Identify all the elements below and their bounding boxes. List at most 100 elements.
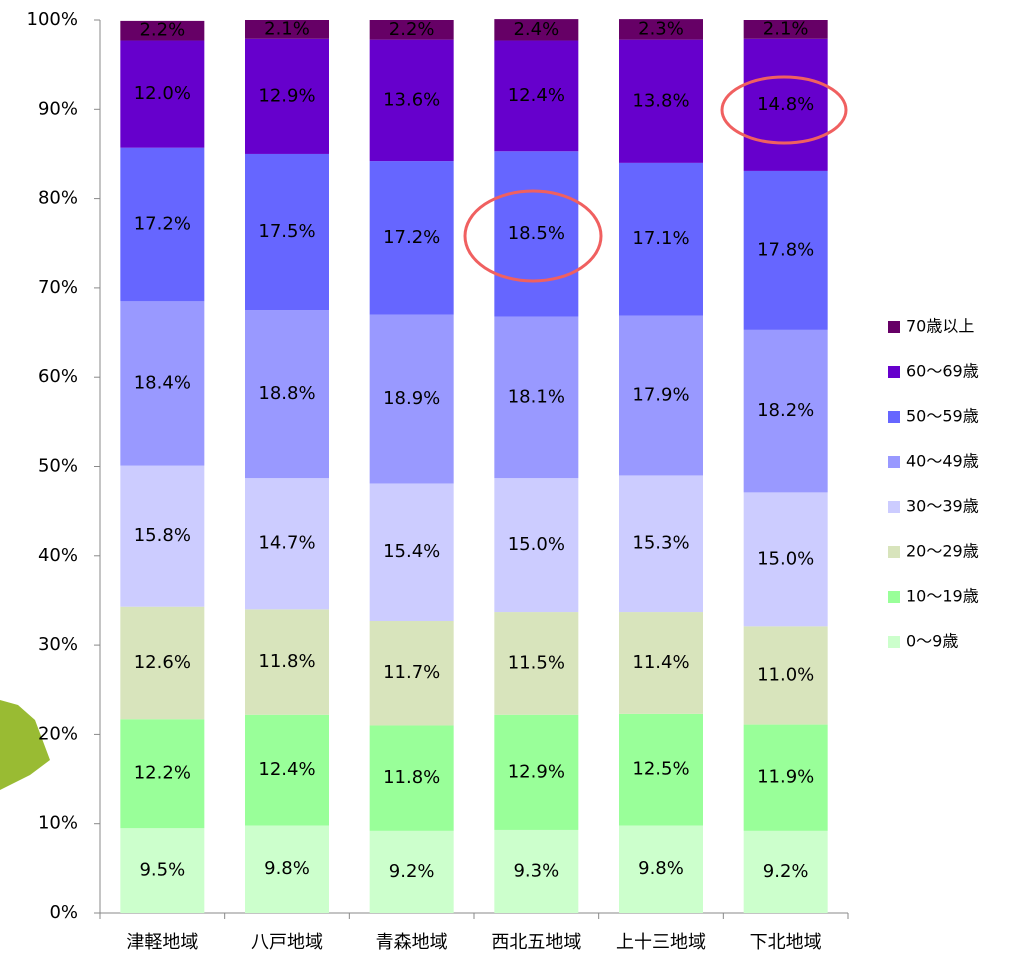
value-label: 17.1%: [632, 228, 689, 249]
bar-segment: [619, 162, 703, 316]
bar-segment: [120, 20, 205, 41]
value-label: 15.3%: [632, 533, 689, 554]
bar-segment: [494, 714, 579, 830]
legend-swatch: [888, 636, 900, 648]
value-label: 2.1%: [763, 18, 809, 39]
value-label: 11.9%: [757, 767, 814, 788]
y-tick-label: 0%: [49, 902, 78, 923]
bar-segment: [369, 483, 454, 621]
bar-segment: [494, 151, 579, 317]
legend-label: 0〜9歳: [906, 632, 958, 651]
bar-segment: [619, 612, 703, 714]
bar-segment: [619, 475, 703, 613]
legend-swatch: [888, 366, 900, 378]
value-label: 18.9%: [383, 388, 440, 409]
x-tick-label: 八戸地域: [251, 932, 323, 953]
bar-segment: [743, 830, 828, 913]
value-label: 11.8%: [383, 767, 440, 788]
value-label: 9.8%: [264, 858, 310, 879]
legend-label: 50〜59歳: [906, 407, 979, 426]
bar-segment: [245, 714, 329, 826]
bar-segment: [369, 620, 454, 726]
bar-segment: [619, 713, 703, 826]
value-label: 11.0%: [757, 664, 814, 685]
bar-segment: [245, 38, 329, 154]
bar-segment: [743, 492, 828, 627]
legend-label: 20〜29歳: [906, 542, 979, 561]
value-label: 15.0%: [757, 548, 814, 569]
bar-segment: [619, 19, 703, 40]
bar-segment: [494, 19, 579, 41]
y-tick-label: 70%: [38, 277, 78, 298]
y-tick-label: 100%: [27, 9, 78, 30]
value-label: 2.2%: [389, 19, 435, 40]
legend-swatch: [888, 456, 900, 468]
value-label: 12.9%: [508, 761, 565, 782]
value-label: 11.8%: [258, 651, 315, 672]
value-label: 11.7%: [383, 662, 440, 683]
value-label: 14.8%: [757, 94, 814, 115]
bar-segment: [619, 315, 703, 476]
bar-segment: [369, 20, 454, 40]
legend-swatch: [888, 546, 900, 558]
value-label: 17.2%: [383, 227, 440, 248]
value-label: 2.1%: [264, 18, 310, 39]
legend-label: 40〜49歳: [906, 452, 979, 471]
bar-segment: [743, 170, 828, 330]
x-tick-label: 青森地域: [376, 932, 448, 953]
value-label: 18.2%: [757, 400, 814, 421]
bar-segment: [120, 147, 205, 302]
y-tick-label: 10%: [38, 813, 78, 834]
value-label: 2.2%: [139, 20, 185, 41]
bar-segment: [369, 830, 454, 913]
value-label: 11.5%: [508, 652, 565, 673]
bar-segment: [743, 38, 828, 171]
value-label: 11.4%: [632, 652, 689, 673]
bar-segment: [494, 316, 579, 479]
value-label: 13.8%: [632, 90, 689, 111]
legend-swatch: [888, 501, 900, 513]
value-label: 9.2%: [763, 861, 809, 882]
y-tick-label: 80%: [38, 188, 78, 209]
legend-label: 60〜69歳: [906, 362, 979, 381]
x-tick-label: 下北地域: [750, 932, 822, 953]
value-label: 12.9%: [258, 85, 315, 106]
bar-segment: [369, 725, 454, 831]
highlight-circle: [720, 75, 848, 145]
value-label: 18.8%: [258, 383, 315, 404]
y-tick-label: 40%: [38, 545, 78, 566]
x-tick-label: 上十三地域: [616, 932, 706, 953]
bar-segment: [245, 609, 329, 715]
bar-segment: [120, 606, 205, 720]
bar-segment: [743, 329, 828, 493]
value-label: 15.0%: [508, 534, 565, 555]
value-label: 9.3%: [513, 860, 559, 881]
highlight-circle: [463, 189, 603, 283]
bar-segment: [245, 825, 329, 913]
value-label: 14.7%: [258, 533, 315, 554]
bar-segment: [245, 20, 329, 39]
value-label: 12.4%: [258, 759, 315, 780]
legend-label: 70歳以上: [906, 317, 974, 336]
value-label: 12.2%: [134, 763, 191, 784]
bar-segment: [245, 310, 329, 479]
bar-segment: [743, 724, 828, 831]
legend-swatch: [888, 411, 900, 423]
bar-segment: [120, 465, 205, 607]
bar-segment: [494, 478, 579, 613]
value-label: 9.8%: [638, 858, 684, 879]
legend-label: 10〜19歳: [906, 587, 979, 606]
value-label: 12.0%: [134, 83, 191, 104]
x-tick-label: 津軽地域: [126, 932, 198, 953]
bar-segment: [369, 161, 454, 315]
bar-segment: [619, 825, 703, 913]
legend-label: 30〜39歳: [906, 497, 979, 516]
value-label: 13.6%: [383, 89, 440, 110]
bar-segment: [120, 301, 205, 466]
bar-segment: [245, 478, 329, 610]
value-label: 18.4%: [134, 372, 191, 393]
bar-segment: [494, 612, 579, 715]
bar-segment: [120, 828, 205, 913]
bar-segment: [369, 39, 454, 162]
value-label: 9.5%: [139, 860, 185, 881]
